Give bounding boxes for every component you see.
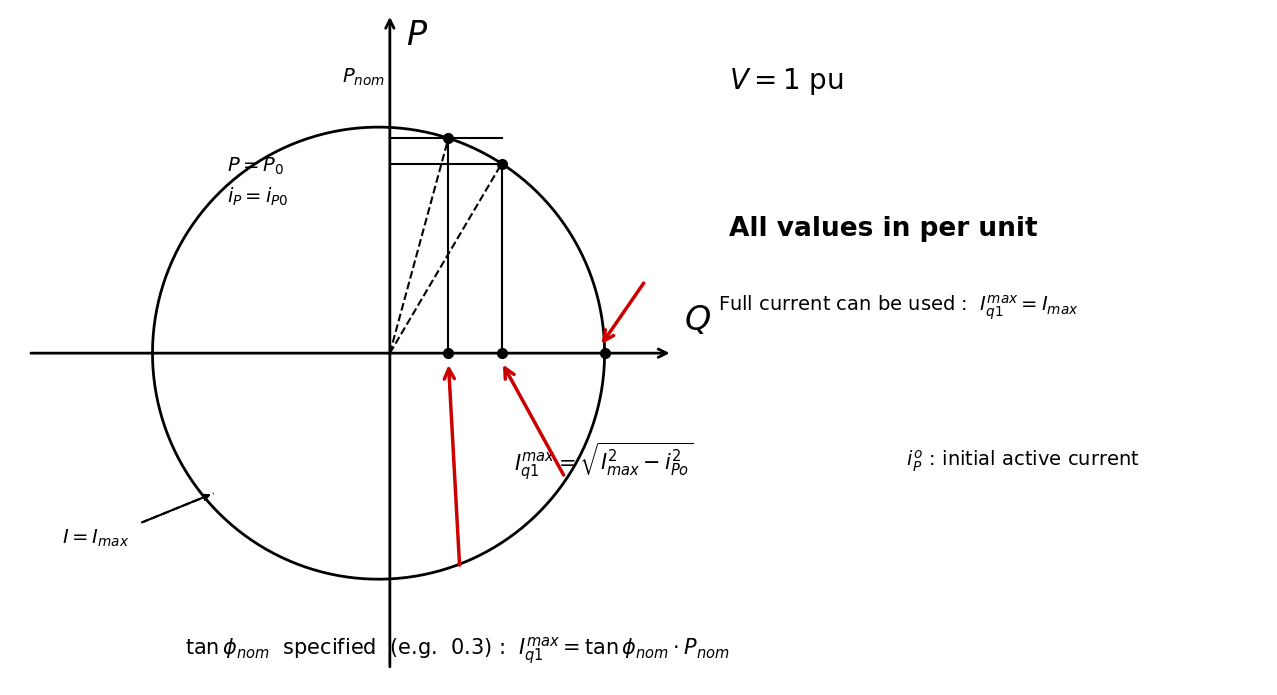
- Text: $i_P^o$ : initial active current: $i_P^o$ : initial active current: [876, 449, 1139, 475]
- Text: $I_{q1}^{max} = \sqrt{I_{max}^2 - i_{Po}^2}$: $I_{q1}^{max} = \sqrt{I_{max}^2 - i_{Po}…: [515, 441, 693, 482]
- Text: $i_P = i_{P0}$: $i_P = i_{P0}$: [227, 186, 289, 208]
- Text: $V = 1$ pu: $V = 1$ pu: [729, 67, 843, 97]
- Text: Full current can be used :  $I_{q1}^{max} = I_{max}$: Full current can be used : $I_{q1}^{max}…: [718, 293, 1078, 322]
- Text: $P$: $P$: [406, 19, 428, 51]
- Text: $I = I_{max}$: $I = I_{max}$: [63, 528, 129, 549]
- Text: $P = P_0$: $P = P_0$: [227, 156, 285, 177]
- Text: All values in per unit: All values in per unit: [729, 216, 1037, 242]
- Text: $P_{nom}$: $P_{nom}$: [342, 67, 386, 88]
- Text: $Q$: $Q$: [683, 304, 710, 337]
- Text: $\tan \phi_{nom}$  specified  (e.g.  0.3) :  $I_{q1}^{max} = \tan \phi_{nom} \cd: $\tan \phi_{nom}$ specified (e.g. 0.3) :…: [185, 636, 730, 667]
